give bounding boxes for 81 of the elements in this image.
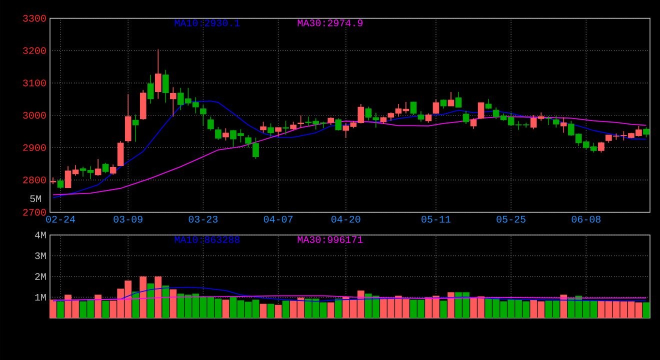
bar: [102, 300, 110, 318]
candlestick: [260, 121, 266, 134]
candlestick: [440, 99, 447, 109]
bar: [140, 276, 147, 318]
y-tick-label: 2900: [23, 144, 46, 152]
text: MA30:2974.9: [298, 20, 363, 26]
candlestick: [57, 178, 64, 190]
bar: [222, 300, 230, 318]
candlestick: [147, 74, 154, 104]
bar: [448, 292, 454, 318]
candlestick: [545, 116, 552, 126]
candlestick: [200, 104, 206, 126]
bar: [334, 298, 342, 318]
candlestick: [560, 116, 567, 134]
candlestick: [268, 122, 274, 138]
bar: [560, 294, 568, 318]
candlestick: [455, 92, 462, 108]
x-tick-label: 02-24: [46, 216, 76, 223]
y-tick-label: 3M: [35, 252, 46, 260]
candlestick: [448, 92, 454, 106]
candlestick: [425, 112, 432, 124]
candlestick: [275, 127, 282, 138]
bar: [260, 304, 267, 318]
bar: [50, 300, 56, 318]
y-tick-label: 3200: [23, 47, 46, 54]
bar: [267, 304, 274, 318]
bar: [162, 286, 170, 318]
candlestick: [470, 118, 477, 130]
candlestick: [208, 116, 214, 131]
bar: [154, 276, 162, 318]
text: 5M: [30, 195, 41, 202]
bar: [147, 283, 154, 318]
candlestick: [598, 141, 604, 153]
bar: [327, 302, 334, 318]
x-tick-label: 04-07: [264, 216, 293, 223]
bar: [274, 304, 282, 318]
y-tick-label: 1M: [35, 294, 46, 301]
bar: [132, 292, 140, 318]
bar: [57, 301, 64, 318]
bar: [642, 302, 650, 318]
y-tick-label: 2800: [23, 176, 46, 184]
candlestick: [335, 118, 342, 131]
bar: [170, 289, 177, 318]
y-tick-label: 4M: [34, 232, 46, 238]
candlestick: [132, 114, 139, 142]
text: MA30:996171: [298, 236, 363, 243]
bar: [282, 300, 290, 318]
candlestick: [162, 70, 169, 104]
bar: [94, 294, 102, 318]
candlestick: [462, 110, 470, 124]
text: MA10:2930.1: [174, 20, 240, 26]
y-tick-label: 2700: [23, 208, 46, 216]
candlestick: [102, 162, 109, 174]
candlestick: [94, 158, 102, 176]
y-tick-label: 3100: [23, 80, 46, 86]
x-tick-label: 05-11: [422, 216, 451, 223]
candlestick: [154, 48, 162, 100]
y-tick-label: 2M: [35, 273, 46, 280]
candlestick: [478, 102, 484, 120]
candlestick: [298, 114, 304, 128]
x-tick-label: 04-20: [331, 216, 360, 223]
candlestick: [418, 110, 424, 122]
candlestick: [432, 99, 440, 114]
candlestick: [170, 86, 176, 117]
candlestick: [215, 126, 222, 140]
x-tick-label: 05-25: [496, 216, 526, 223]
line-series: [52, 116, 647, 196]
bar: [440, 300, 447, 318]
x-tick-label: 03-09: [114, 216, 142, 223]
y-tick-label: 3000: [23, 112, 46, 119]
candlestick: [552, 116, 560, 128]
candlestick: [222, 128, 229, 141]
x-tick-label: 03-23: [188, 216, 218, 223]
candlestick: [485, 98, 492, 110]
candlestick: [643, 126, 650, 138]
text: MA10:863288: [174, 236, 240, 243]
candlestick: [110, 164, 116, 176]
candlestick: [410, 101, 417, 116]
y-tick-label: 3300: [23, 14, 46, 22]
x-tick-label: 06-08: [572, 216, 601, 223]
candlestick: [117, 140, 124, 166]
